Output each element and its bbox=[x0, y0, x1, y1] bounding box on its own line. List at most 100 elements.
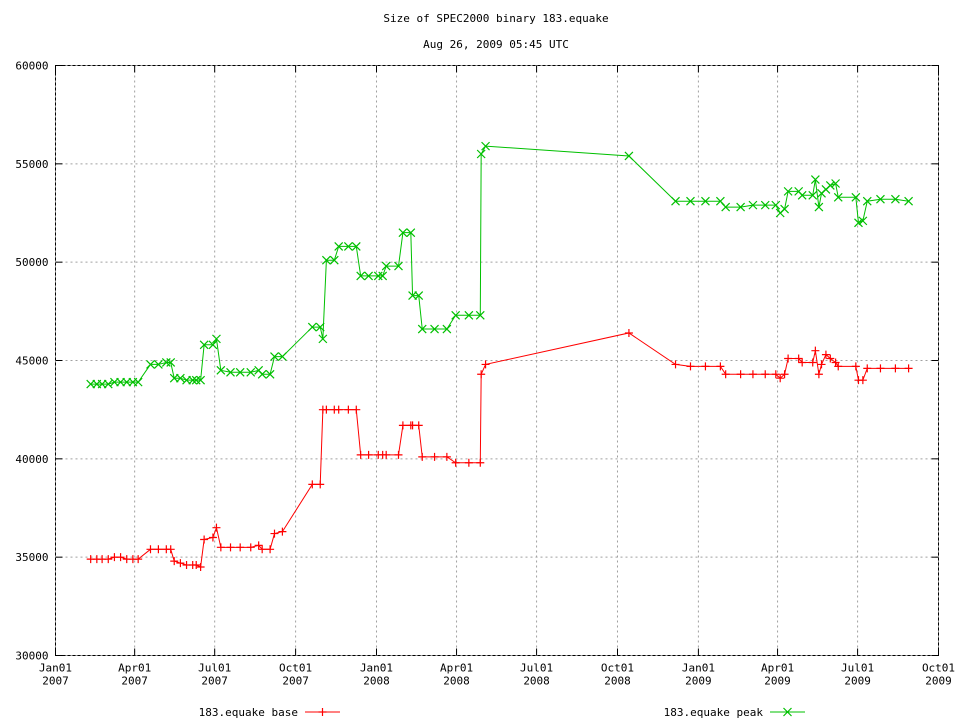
data-point bbox=[810, 175, 820, 184]
data-point bbox=[270, 352, 279, 361]
data-point bbox=[277, 352, 287, 361]
data-point bbox=[134, 555, 143, 564]
data-point bbox=[760, 200, 770, 210]
data-point bbox=[166, 545, 175, 554]
data-point bbox=[321, 255, 331, 265]
data-point bbox=[196, 563, 205, 571]
data-point bbox=[876, 194, 885, 204]
data-point bbox=[442, 452, 451, 461]
data-point bbox=[381, 261, 391, 271]
chart-title: Size of SPEC2000 binary 183.equake bbox=[383, 12, 608, 25]
data-point bbox=[208, 340, 218, 350]
data-point bbox=[464, 310, 474, 320]
data-point bbox=[308, 480, 317, 489]
data-point bbox=[776, 374, 785, 383]
data-point bbox=[780, 370, 789, 379]
x-tick-label: Jul01 2007 bbox=[198, 662, 231, 688]
data-point bbox=[161, 358, 171, 367]
x-tick-label: Oct01 2008 bbox=[601, 662, 634, 688]
data-point bbox=[398, 228, 408, 238]
data-point bbox=[235, 367, 245, 377]
data-point bbox=[176, 559, 185, 568]
data-point bbox=[851, 362, 860, 371]
data-point bbox=[351, 242, 361, 251]
data-point bbox=[334, 405, 343, 414]
data-point bbox=[721, 370, 730, 379]
data-point bbox=[246, 543, 255, 552]
data-point bbox=[418, 452, 427, 461]
data-point bbox=[858, 376, 867, 385]
data-point bbox=[876, 364, 885, 373]
data-point bbox=[104, 555, 113, 564]
data-point bbox=[212, 523, 221, 532]
data-point bbox=[316, 480, 325, 489]
data-point bbox=[430, 324, 439, 334]
data-point bbox=[318, 334, 328, 344]
data-point bbox=[891, 364, 900, 373]
data-point bbox=[476, 458, 485, 467]
data-point bbox=[686, 362, 695, 371]
data-point bbox=[831, 179, 841, 188]
data-point bbox=[464, 458, 473, 467]
data-point bbox=[192, 561, 201, 570]
data-point bbox=[188, 375, 198, 385]
data-point bbox=[406, 228, 416, 238]
data-point bbox=[736, 370, 745, 379]
data-point bbox=[216, 365, 226, 375]
x-tick-label: Apr01 2007 bbox=[118, 662, 151, 688]
data-point bbox=[307, 322, 317, 332]
series-line bbox=[90, 332, 909, 568]
data-point bbox=[904, 196, 914, 206]
data-point bbox=[352, 405, 361, 414]
legend-marker bbox=[783, 707, 792, 717]
data-point bbox=[863, 364, 872, 373]
x-tick-label: Oct01 2007 bbox=[279, 662, 312, 688]
x-tick-label: Jan01 2007 bbox=[39, 662, 72, 688]
data-point bbox=[783, 186, 793, 196]
data-point bbox=[394, 261, 403, 271]
data-point bbox=[373, 271, 383, 281]
data-point bbox=[780, 204, 790, 214]
data-point bbox=[199, 340, 209, 350]
data-point bbox=[216, 543, 225, 552]
data-point bbox=[430, 452, 439, 461]
data-point bbox=[761, 370, 770, 379]
data-point bbox=[236, 543, 245, 552]
data-point bbox=[226, 543, 235, 552]
data-point bbox=[798, 358, 807, 367]
data-point bbox=[834, 362, 843, 371]
data-point bbox=[364, 450, 373, 459]
data-point bbox=[476, 149, 486, 159]
data-point bbox=[904, 364, 913, 373]
data-point bbox=[890, 194, 900, 204]
y-tick-label: 60000 bbox=[15, 60, 48, 73]
data-point bbox=[671, 196, 680, 206]
data-point bbox=[701, 196, 710, 206]
x-tick-label: Jan01 2008 bbox=[360, 662, 393, 688]
data-point bbox=[212, 334, 221, 344]
data-point bbox=[671, 360, 680, 369]
data-point bbox=[356, 271, 366, 281]
data-point bbox=[748, 200, 758, 210]
data-point bbox=[278, 527, 287, 536]
legend-marker bbox=[318, 708, 327, 716]
data-point bbox=[175, 373, 185, 383]
data-point bbox=[154, 545, 163, 554]
data-point bbox=[103, 379, 113, 389]
legend-label: 183.equake base bbox=[199, 706, 298, 719]
data-point bbox=[821, 350, 830, 359]
data-point bbox=[254, 541, 263, 550]
data-point bbox=[808, 358, 817, 367]
data-point bbox=[170, 557, 179, 566]
data-point bbox=[344, 405, 353, 414]
data-point bbox=[851, 192, 861, 202]
data-point bbox=[322, 405, 331, 414]
data-point bbox=[394, 450, 403, 459]
data-point bbox=[382, 450, 391, 459]
x-tick-label: Jul01 2008 bbox=[520, 662, 553, 688]
data-point bbox=[246, 367, 256, 377]
data-point bbox=[343, 242, 353, 251]
data-point bbox=[833, 192, 843, 202]
data-point bbox=[862, 196, 872, 206]
data-point bbox=[451, 458, 460, 467]
